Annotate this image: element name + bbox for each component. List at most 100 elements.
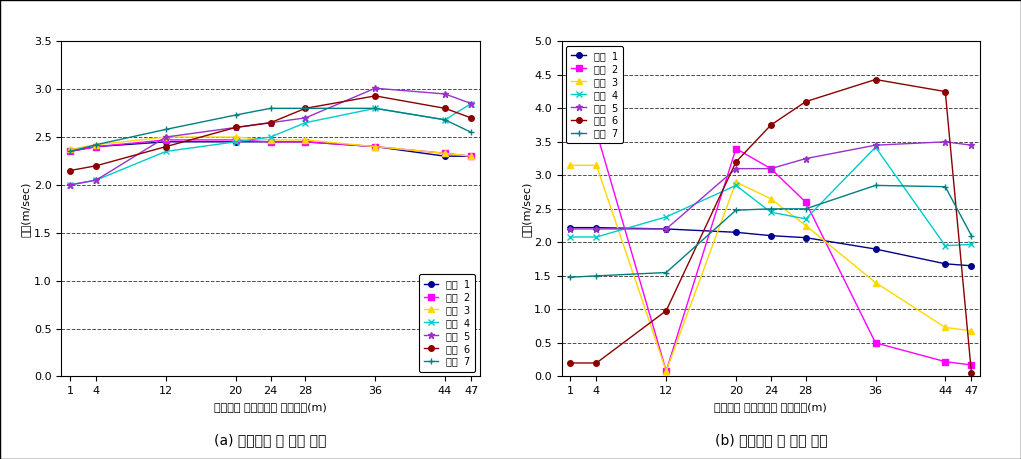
- X-axis label: 좌안에서 우안까지의 누가거리(m): 좌안에서 우안까지의 누가거리(m): [214, 402, 327, 412]
- 단면  2: [369, 144, 381, 149]
- 단면  6: [765, 123, 777, 128]
- 단면  6: [869, 77, 881, 82]
- 단면  7: [465, 129, 477, 135]
- Line: 단면  3: 단면 3: [67, 134, 474, 159]
- 단면  4: [660, 214, 672, 220]
- 단면  7: [939, 184, 952, 190]
- 단면  5: [439, 91, 451, 97]
- 단면  1: [90, 144, 102, 149]
- 단면  3: [765, 196, 777, 202]
- 단면  1: [765, 233, 777, 238]
- 단면  6: [799, 99, 812, 104]
- 단면  3: [965, 328, 977, 334]
- 단면  6: [299, 106, 311, 111]
- 단면  4: [765, 209, 777, 215]
- 단면  1: [465, 153, 477, 159]
- 단면  4: [264, 134, 277, 140]
- 단면  3: [90, 142, 102, 147]
- 단면  6: [64, 168, 77, 174]
- 단면  4: [565, 234, 577, 240]
- 단면  1: [660, 226, 672, 232]
- 단면  7: [299, 106, 311, 111]
- 단면  4: [439, 117, 451, 123]
- 단면  5: [965, 142, 977, 148]
- 단면  1: [730, 230, 742, 235]
- 단면  3: [64, 147, 77, 152]
- 단면  5: [730, 166, 742, 171]
- 단면  6: [90, 163, 102, 168]
- 단면  7: [439, 117, 451, 123]
- 단면  3: [439, 151, 451, 156]
- 단면  6: [230, 125, 242, 130]
- 단면  2: [439, 151, 451, 156]
- 단면  2: [799, 199, 812, 205]
- 단면  4: [369, 106, 381, 111]
- 단면  6: [660, 308, 672, 313]
- 단면  4: [799, 216, 812, 222]
- 단면  3: [869, 280, 881, 285]
- 단면  7: [869, 183, 881, 188]
- 단면  1: [264, 139, 277, 145]
- 단면  5: [939, 139, 952, 145]
- 단면  4: [965, 241, 977, 247]
- 단면  3: [299, 137, 311, 143]
- 단면  5: [869, 142, 881, 148]
- 단면  2: [660, 368, 672, 374]
- 단면  7: [264, 106, 277, 111]
- 단면  2: [90, 144, 102, 149]
- Line: 단면  1: 단면 1: [568, 225, 974, 269]
- Legend: 단면  1, 단면  2, 단면  3, 단면  4, 단면  5, 단면  6, 단면  7: 단면 1, 단면 2, 단면 3, 단면 4, 단면 5, 단면 6, 단면 7: [567, 46, 623, 143]
- 단면  3: [465, 153, 477, 159]
- 단면  1: [159, 139, 172, 145]
- 단면  6: [590, 360, 602, 366]
- Line: 단면  5: 단면 5: [567, 138, 975, 232]
- 단면  7: [159, 127, 172, 132]
- 단면  5: [660, 226, 672, 232]
- 단면  1: [799, 235, 812, 241]
- 단면  2: [765, 166, 777, 171]
- Y-axis label: 유속(m/sec): 유속(m/sec): [522, 181, 531, 236]
- 단면  3: [660, 368, 672, 374]
- 단면  7: [369, 106, 381, 111]
- 단면  6: [264, 120, 277, 125]
- 단면  5: [765, 166, 777, 171]
- 단면  3: [730, 179, 742, 185]
- 단면  4: [159, 149, 172, 154]
- Line: 단면  5: 단면 5: [66, 85, 475, 188]
- 단면  6: [939, 89, 952, 95]
- 단면  7: [965, 233, 977, 238]
- Line: 단면  3: 단면 3: [568, 162, 974, 374]
- Line: 단면  1: 단면 1: [67, 139, 474, 159]
- 단면  7: [64, 149, 77, 154]
- 단면  5: [299, 115, 311, 121]
- 단면  7: [799, 206, 812, 212]
- 단면  7: [565, 274, 577, 280]
- Line: 단면  2: 단면 2: [67, 137, 474, 159]
- 단면  1: [369, 144, 381, 149]
- 단면  1: [439, 153, 451, 159]
- 단면  4: [869, 145, 881, 150]
- 단면  7: [230, 112, 242, 118]
- 단면  2: [465, 153, 477, 159]
- 단면  3: [369, 144, 381, 149]
- 단면  6: [730, 159, 742, 165]
- 단면  2: [230, 137, 242, 143]
- 단면  2: [565, 129, 577, 134]
- 단면  5: [230, 125, 242, 130]
- 단면  7: [730, 207, 742, 213]
- 단면  2: [159, 137, 172, 143]
- 단면  4: [939, 243, 952, 248]
- 단면  5: [159, 134, 172, 140]
- 단면  5: [590, 226, 602, 232]
- 단면  2: [939, 359, 952, 364]
- 단면  5: [565, 226, 577, 232]
- Line: 단면  7: 단면 7: [567, 182, 975, 280]
- 단면  1: [299, 139, 311, 145]
- 단면  3: [159, 134, 172, 140]
- 단면  3: [939, 325, 952, 330]
- 단면  5: [90, 177, 102, 183]
- 단면  5: [799, 156, 812, 162]
- 단면  3: [230, 134, 242, 140]
- Line: 단면  6: 단면 6: [568, 77, 974, 376]
- 단면  2: [64, 149, 77, 154]
